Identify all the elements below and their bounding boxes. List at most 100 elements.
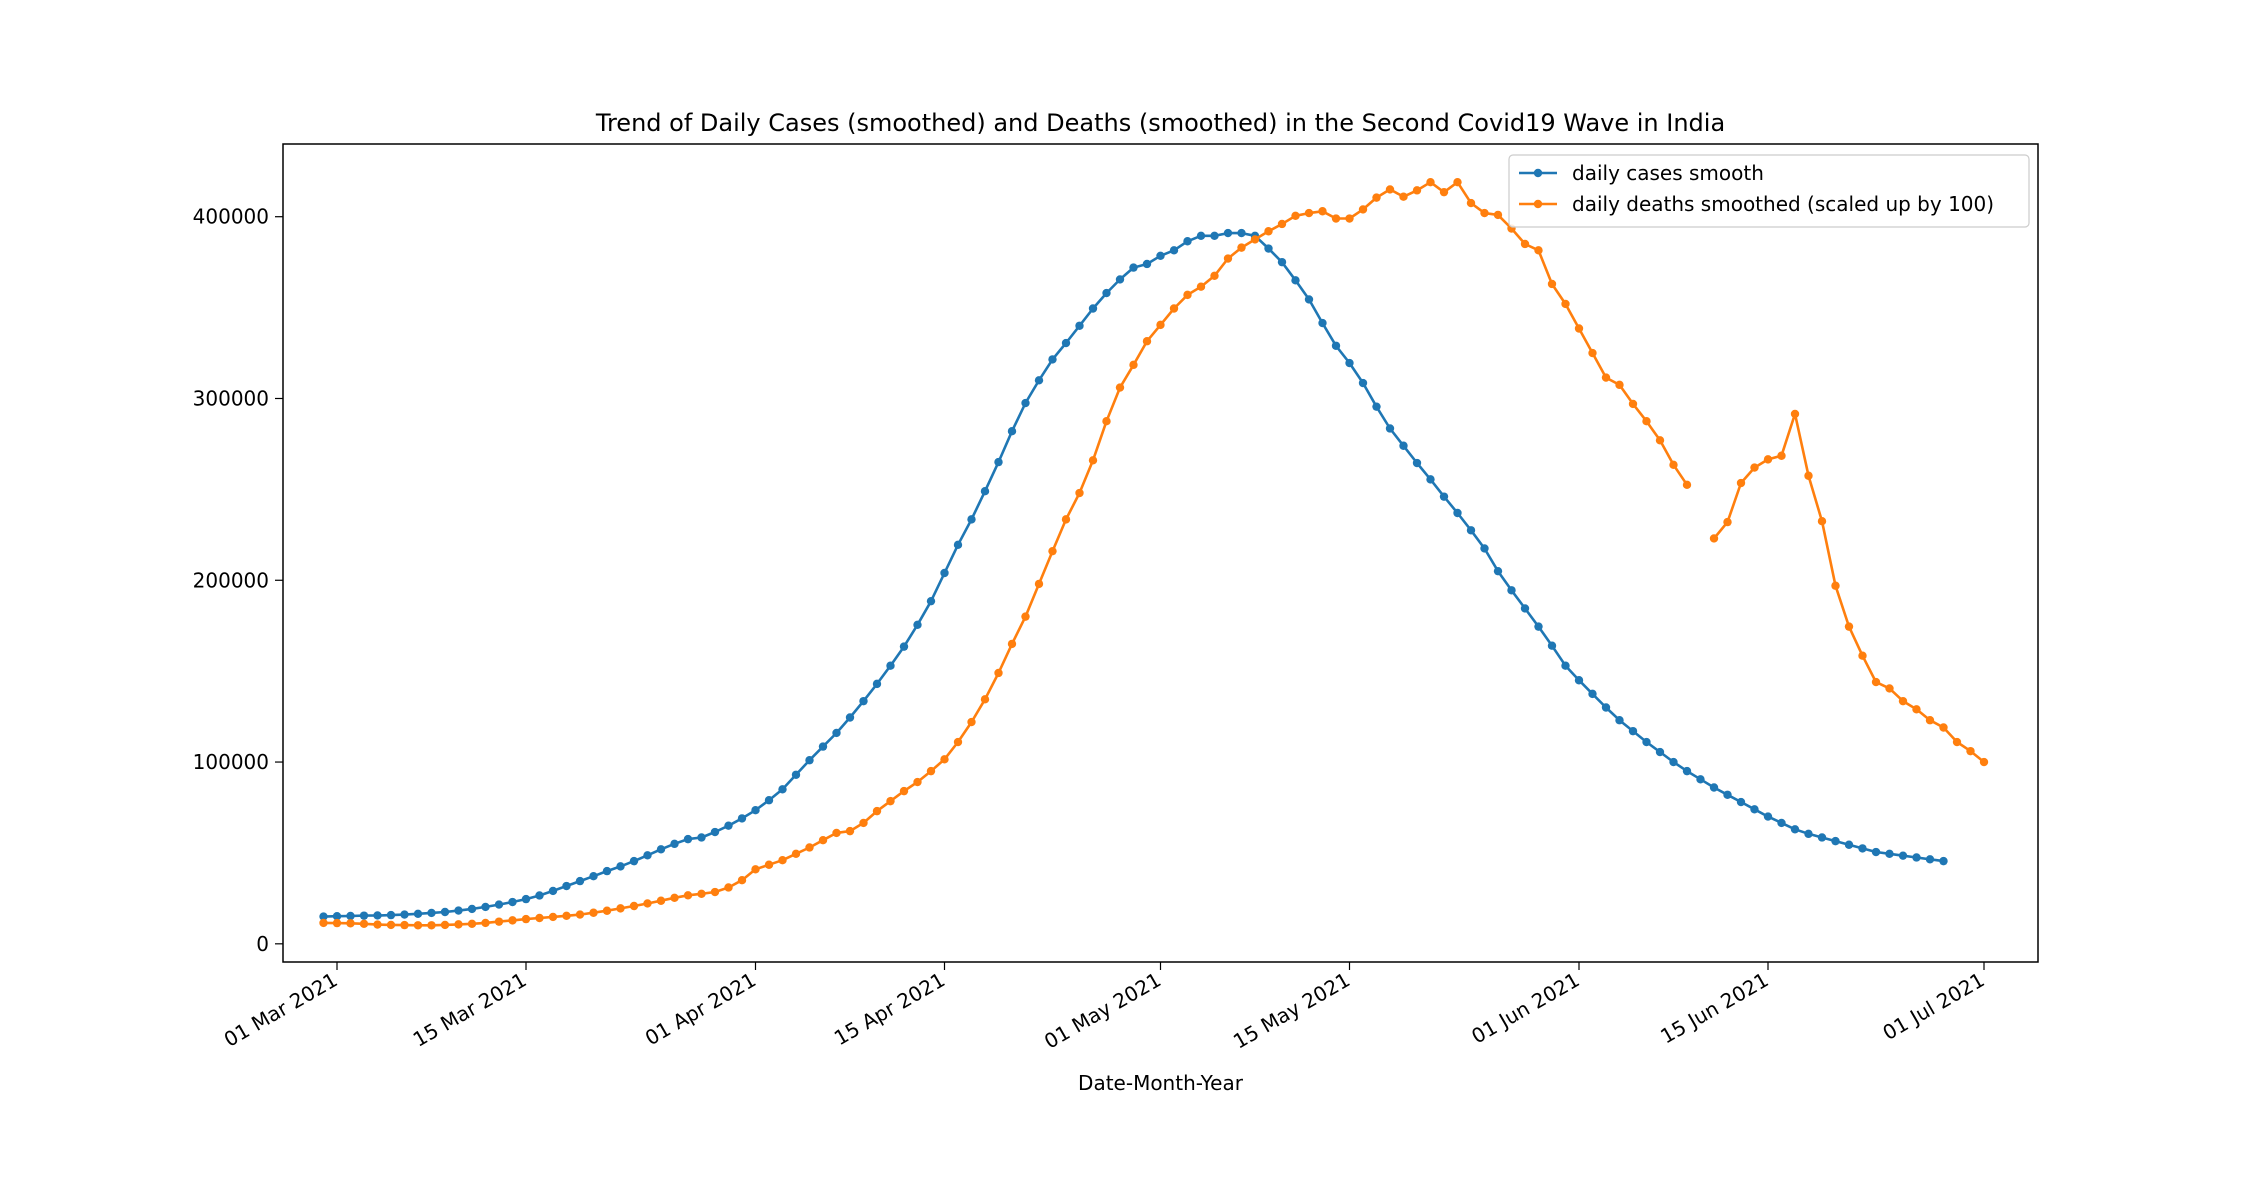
data-point [1628,399,1638,409]
data-point [913,777,922,787]
data-point [1736,478,1746,488]
data-point [980,695,990,704]
data-point [481,918,490,928]
data-point [1574,676,1584,685]
data-point [899,642,909,651]
x-tick-label: 01 Mar 2021 [220,968,342,1052]
data-point [1196,282,1206,291]
data-point [535,891,544,900]
data-point [1831,836,1840,846]
axes-frame [282,143,2039,963]
data-point [494,917,504,926]
x-axis-label: Date-Month-Year [1078,1071,1244,1095]
data-point [737,814,747,823]
x-tick-label: 15 Mar 2021 [409,968,531,1052]
data-point [467,904,477,914]
data-point [1844,622,1854,631]
data-point [1142,337,1152,346]
data-point [1048,355,1057,364]
data-point [683,891,693,900]
data-point [400,910,409,919]
data-point [791,770,801,779]
data-point [697,833,706,842]
data-point [1804,471,1813,480]
series-line [323,180,1689,927]
data-point [1615,716,1624,725]
data-point [319,918,328,928]
data-point [778,856,787,865]
data-point [1048,546,1057,556]
series-1 [319,177,1989,930]
data-point [656,896,666,905]
data-point [737,876,747,885]
data-point [454,906,463,915]
data-point [1925,855,1935,864]
data-point [346,919,355,928]
data-point [859,818,868,828]
data-point [1034,579,1044,589]
data-point [427,908,436,918]
data-point [1750,463,1759,472]
data-point [562,881,571,891]
data-point [1831,581,1840,590]
data-point [1412,458,1422,468]
data-point [575,910,585,919]
data-point [535,913,544,923]
data-point [953,737,963,747]
data-point [1453,177,1462,187]
data-point [1588,348,1597,358]
data-point [1399,192,1408,201]
data-point [940,568,949,578]
data-point [1291,211,1300,221]
data-point [1331,341,1341,350]
data-point [440,920,450,930]
data-point [656,845,666,854]
data-point [967,717,976,727]
data-point [616,904,625,913]
data-point [1264,227,1273,236]
data-point [1439,187,1449,197]
data-point [1129,263,1138,272]
data-point [724,883,733,892]
y-tick-label: 400000 [193,205,269,229]
data-point [859,696,868,706]
data-point [926,766,936,776]
data-point [1601,373,1611,382]
data-point [1304,208,1314,218]
data-point [629,901,639,911]
x-tick-label: 01 Apr 2021 [641,968,760,1051]
data-point [359,911,369,920]
data-point [1858,844,1867,853]
data-point [1952,737,1962,747]
y-tick-label: 100000 [193,750,269,774]
data-point [1304,295,1314,304]
data-point [1588,689,1597,699]
x-tick-label: 01 May 2021 [1040,968,1165,1054]
data-point [602,866,612,876]
data-point [1075,321,1084,330]
data-point [1156,320,1165,330]
data-point [1034,376,1044,385]
data-point [1277,219,1287,229]
data-point [710,827,720,837]
data-point [1547,641,1557,650]
data-point [1898,851,1908,860]
data-point [1871,847,1881,857]
data-point [359,919,369,929]
data-point [940,755,949,764]
data-point [1844,840,1854,849]
data-point [751,806,760,815]
data-point [967,515,976,524]
data-point [508,916,517,925]
data-point [1372,193,1381,202]
data-point [980,486,990,496]
data-point [1750,805,1759,814]
data-point [845,713,855,722]
data-point [1115,383,1125,392]
data-point [683,834,693,844]
data-point [332,918,342,928]
data-point [1156,251,1165,260]
series-0 [319,228,1948,921]
data-point [832,728,841,738]
